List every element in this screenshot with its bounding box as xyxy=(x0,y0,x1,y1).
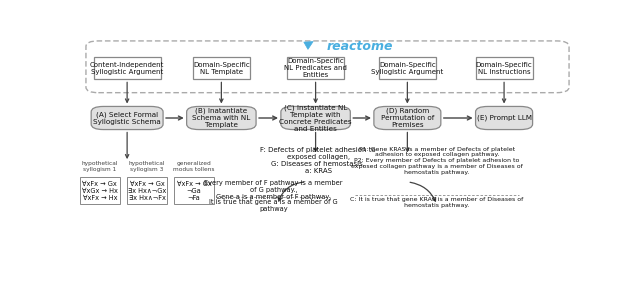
Text: ∀xFx → Gx
∀xGx → Hx
∀xFx → Hx: ∀xFx → Gx ∀xGx → Hx ∀xFx → Hx xyxy=(82,181,118,201)
Bar xyxy=(287,57,344,80)
Text: It is true that gene a is a member of G
pathway: It is true that gene a is a member of G … xyxy=(209,200,338,212)
Text: Domain-Specific
Syllogistic Argument: Domain-Specific Syllogistic Argument xyxy=(371,62,444,75)
Bar xyxy=(173,177,214,204)
Text: generalized
modus tollens: generalized modus tollens xyxy=(173,161,215,172)
Text: (D) Random
Permutation of
Premises: (D) Random Permutation of Premises xyxy=(381,108,434,128)
Bar xyxy=(127,177,167,204)
Bar xyxy=(379,57,436,80)
Bar xyxy=(79,177,120,204)
Text: (A) Select Formal
Syllogistic Schema: (A) Select Formal Syllogistic Schema xyxy=(93,111,161,125)
FancyBboxPatch shape xyxy=(374,106,441,130)
Text: ∀xFx → Gx
¬Ga
¬Fa: ∀xFx → Gx ¬Ga ¬Fa xyxy=(177,181,211,201)
Text: hypothetical
syllogism 3: hypothetical syllogism 3 xyxy=(129,161,165,172)
Text: Domain-Specific
NL Predicates and
Entities: Domain-Specific NL Predicates and Entiti… xyxy=(284,58,347,78)
Text: (C) Instantiate NL
Template with
Concrete Predicates
and Entities: (C) Instantiate NL Template with Concret… xyxy=(279,104,352,132)
Text: (B) Inatantiate
Schema with NL
Template: (B) Inatantiate Schema with NL Template xyxy=(192,108,250,128)
FancyBboxPatch shape xyxy=(187,106,256,130)
Text: hypothetical
syllogism 1: hypothetical syllogism 1 xyxy=(81,161,118,172)
Text: Content-Independent
Syllogistic Argument: Content-Independent Syllogistic Argument xyxy=(90,62,164,75)
FancyBboxPatch shape xyxy=(91,106,163,130)
FancyBboxPatch shape xyxy=(476,106,532,130)
FancyBboxPatch shape xyxy=(281,106,350,130)
Bar xyxy=(93,57,161,80)
Text: F: Defects of platelet adhesion to
exposed collagen,
G: Diseases of hemostasis,
: F: Defects of platelet adhesion to expos… xyxy=(260,147,376,174)
Text: Every member of F pathway is a member
of G pathway.,
Gene a is a member of F pat: Every member of F pathway is a member of… xyxy=(204,180,342,200)
Bar xyxy=(193,57,250,80)
Text: Domain-Specific
NL Instructions: Domain-Specific NL Instructions xyxy=(476,62,532,75)
Text: ∀xFx → Gx
∃x Hx∧¬Gx
∃x Hx∧¬Fx: ∀xFx → Gx ∃x Hx∧¬Gx ∃x Hx∧¬Fx xyxy=(128,181,166,201)
Text: P1: Gene KRAS is a member of Defects of platelet
adhesion to exposed collagen pa: P1: Gene KRAS is a member of Defects of … xyxy=(351,147,523,175)
Text: C: It is true that gene KRAS is a member of Diseases of
hemostatis pathway.: C: It is true that gene KRAS is a member… xyxy=(351,197,524,208)
Bar xyxy=(476,57,532,80)
Text: (E) Prompt LLM: (E) Prompt LLM xyxy=(477,115,532,121)
Text: Domain-Specific
NL Template: Domain-Specific NL Template xyxy=(193,62,250,75)
Text: reactome: reactome xyxy=(326,40,393,53)
